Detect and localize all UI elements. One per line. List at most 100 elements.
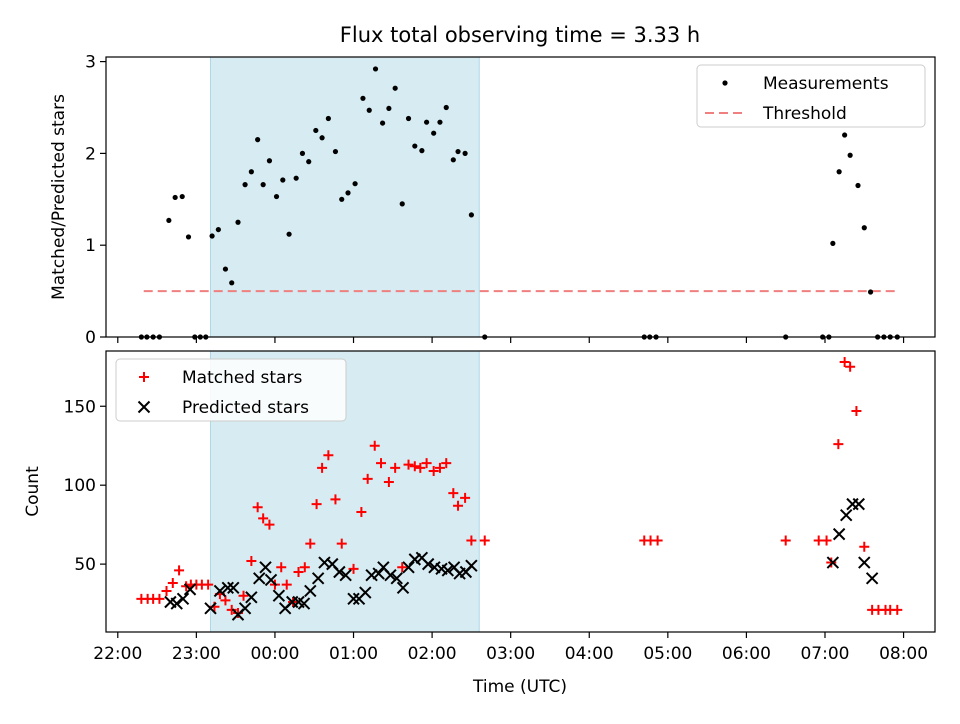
- legend-label: Predicted stars: [182, 398, 309, 418]
- legend-label: Measurements: [763, 74, 889, 94]
- measurement-point: [855, 182, 861, 189]
- measurement-point: [455, 148, 461, 155]
- measurement-point: [242, 182, 248, 188]
- x-tick-label: 05:00: [643, 644, 692, 664]
- matched-point: [428, 465, 439, 476]
- matched-point: [453, 500, 464, 511]
- matched-point: [264, 519, 275, 530]
- matched-point: [859, 541, 870, 552]
- x-axis-ticks: [117, 337, 905, 343]
- measurement-point: [306, 159, 312, 165]
- predicted-point: [311, 572, 325, 585]
- predicted-point: [213, 584, 227, 598]
- measurement-point: [185, 234, 192, 240]
- measurement-point: [172, 194, 178, 201]
- measurement-point: [299, 150, 306, 156]
- matched-point: [479, 535, 490, 546]
- measurement-point: [386, 105, 392, 112]
- matched-point: [174, 565, 185, 576]
- legend-marker: [722, 80, 728, 86]
- predicted-point: [272, 589, 286, 602]
- y-tick-label: 3: [85, 53, 96, 73]
- measurement-point: [450, 157, 456, 163]
- matched-point: [390, 462, 401, 473]
- predicted-point: [333, 565, 346, 579]
- predicted-point: [245, 591, 258, 604]
- matched-point: [460, 492, 471, 503]
- matched-point: [826, 557, 837, 568]
- plot-frame: [105, 56, 936, 338]
- measurement-point: [443, 104, 449, 111]
- matched-point: [397, 562, 408, 573]
- x-tick-label: 07:00: [800, 644, 849, 664]
- matched-point: [833, 439, 844, 450]
- predicted-point: [832, 527, 846, 541]
- predicted-point: [221, 581, 235, 595]
- matched-point: [336, 538, 347, 549]
- measurement-point: [235, 219, 241, 225]
- measurement-point: [405, 115, 412, 122]
- predicted-point: [441, 564, 455, 577]
- predicted-point: [839, 508, 853, 522]
- measurement-point: [468, 212, 474, 218]
- matched-point: [246, 555, 257, 566]
- matched-point: [226, 604, 237, 615]
- matched-point: [362, 473, 373, 484]
- measurement-point: [209, 233, 215, 239]
- matched-point: [415, 462, 426, 473]
- matched-point: [839, 357, 850, 368]
- legend: Measurements Threshold: [696, 64, 926, 128]
- measurement-point: [419, 148, 425, 154]
- matched-point: [252, 502, 263, 513]
- y-tick-label: 0: [85, 328, 96, 348]
- measurement-point: [313, 127, 319, 134]
- matched-point: [323, 450, 334, 461]
- matched-point: [220, 595, 231, 606]
- matched-point: [845, 361, 856, 372]
- predicted-point: [204, 602, 217, 615]
- measurement-point: [293, 175, 299, 181]
- measurement-point: [830, 240, 836, 246]
- matched-point: [421, 458, 432, 469]
- measurement-point: [179, 193, 185, 200]
- legend-marker: [137, 400, 151, 414]
- matched-point: [780, 535, 791, 546]
- x-tick-label: 23:00: [172, 644, 221, 664]
- counts-panel: 50 100 150 22:00 23:00 00:00 01:00 02:00 03:00 0…: [23, 350, 936, 664]
- y-tick-label: 150: [64, 397, 96, 417]
- y-axis-label: Count: [23, 466, 43, 517]
- x-tick-label: 02:00: [408, 644, 457, 664]
- measurement-point: [332, 148, 339, 155]
- predicted-point: [170, 597, 183, 610]
- matched-point: [161, 585, 172, 596]
- measurement-point: [319, 135, 325, 141]
- y-tick-label: 100: [64, 476, 96, 496]
- matched-point: [238, 590, 249, 601]
- y-tick-label: 2: [85, 144, 96, 164]
- matched-point: [851, 405, 862, 416]
- measurement-point: [229, 280, 235, 286]
- predicted-point: [264, 573, 278, 587]
- x-axis-ticks: 22:00 23:00 00:00 01:00 02:00 03:00 04:00 05:00…: [93, 632, 928, 664]
- matched-point: [311, 499, 322, 510]
- y-axis-label: Matched/Predicted stars: [49, 94, 69, 300]
- measurement-point: [352, 181, 358, 187]
- measurement-point: [437, 119, 443, 125]
- matched-point: [409, 461, 420, 472]
- x-tick-label: 00:00: [250, 644, 299, 664]
- predicted-point: [826, 556, 840, 569]
- figure-title: Flux total observing time = 3.33 h: [340, 23, 700, 47]
- matched-point: [356, 507, 367, 518]
- matched-point: [203, 579, 214, 590]
- predicted-point: [347, 592, 360, 606]
- measurement-point: [166, 217, 172, 224]
- matched-point: [434, 462, 445, 473]
- legend-label: Matched stars: [182, 368, 302, 388]
- matched-point: [258, 513, 269, 524]
- measurement-point: [273, 193, 280, 200]
- matched-point: [305, 538, 316, 549]
- legend-marker: [139, 372, 149, 382]
- measurement-point: [345, 190, 351, 196]
- measurement-point: [392, 85, 398, 91]
